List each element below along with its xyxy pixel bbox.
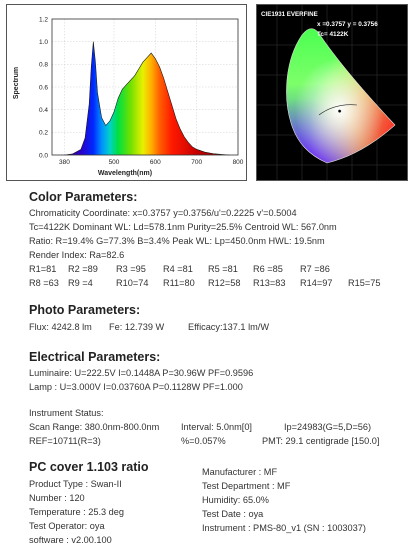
x-tick-label: 800 <box>233 159 244 166</box>
ratio-line: Ratio: R=19.4% G=77.3% B=3.4% Peak WL: L… <box>29 236 325 246</box>
temperature: Temperature : 25.3 deg <box>29 507 124 517</box>
instrument-status-title: Instrument Status: <box>29 408 104 418</box>
luminaire-line: Luminaire: U=222.5V I=0.1448A P=30.96W P… <box>29 368 254 378</box>
percent-value: %=0.057% <box>181 436 226 446</box>
instrument-model: Instrument : PMS-80_v1 (SN : 1003037) <box>202 523 366 533</box>
render-index-value: R11=80 <box>163 278 195 288</box>
software-version: software : v2.00.100 <box>29 535 112 545</box>
pc-cover-title: PC cover 1.103 ratio <box>29 460 149 474</box>
render-index-value: R8 =63 <box>29 278 59 288</box>
render-index-value: R14=97 <box>300 278 333 288</box>
flux-value: Flux: 4242.8 lm <box>29 322 92 332</box>
spectrum-line <box>64 41 230 156</box>
chromaticity-point <box>337 109 342 113</box>
y-tick-label: 0.8 <box>39 62 48 69</box>
electrical-parameters-title: Electrical Parameters: <box>29 350 161 364</box>
pmt-value: PMT: 29.1 centigrade [150.0] <box>262 436 380 446</box>
scan-range: Scan Range: 380.0nm-800.0nm <box>29 422 160 432</box>
render-index-value: R4 =81 <box>163 264 193 274</box>
cie-title: CIE1931 EVERFINE <box>261 11 318 18</box>
ref-value: REF=10711(R=3) <box>29 436 101 446</box>
render-index-value: R6 =85 <box>253 264 283 274</box>
test-department: Test Department : MF <box>202 481 291 491</box>
test-operator: Test Operator: oya <box>29 521 105 531</box>
lamp-line: Lamp : U=3.000V I=0.03760A P=0.1128W PF=… <box>29 382 243 392</box>
render-index-value: R9 =4 <box>68 278 93 288</box>
y-tick-label: 0.4 <box>39 107 48 114</box>
x-tick-label: 700 <box>191 159 202 166</box>
x-tick-label: 600 <box>150 159 161 166</box>
y-axis-label: Spectrum <box>13 67 20 99</box>
render-index-line: Render Index: Ra=82.6 <box>29 250 125 260</box>
number: Number : 120 <box>29 493 85 503</box>
render-index-value: R2 =89 <box>68 264 98 274</box>
cie-coord-annotation: x =0.3757 y = 0.3756 <box>317 21 378 28</box>
fe-value: Fe: 12.739 W <box>109 322 165 332</box>
y-tick-label: 1.0 <box>39 39 48 46</box>
planckian-locus <box>318 104 358 116</box>
y-tick-label: 0.0 <box>39 152 48 159</box>
color-parameters-title: Color Parameters: <box>29 190 138 204</box>
render-index-value: R1=81 <box>29 264 57 274</box>
ip-value: Ip=24983(G=5,D=56) <box>284 422 372 432</box>
humidity: Humidity: 65.0% <box>202 495 269 505</box>
manufacturer: Manufacturer : MF <box>202 467 278 477</box>
render-index-value: R15=75 <box>348 278 381 288</box>
tc-line: Tc=4122K Dominant WL: Ld=578.1nm Purity=… <box>29 222 337 232</box>
spectrum-chart-svg: 0.0 0.2 0.4 0.6 0.8 1.0 1.2 380 500 600 700 800 Wav… <box>7 5 246 180</box>
cie-diagram: CIE1931 EVERFINE x =0.3757 y = 0.3756 Tc… <box>256 4 408 181</box>
x-axis-label: Wavelength(nm) <box>98 170 152 177</box>
spectrum-chart: 0.0 0.2 0.4 0.6 0.8 1.0 1.2 380 500 600 700 800 Wav… <box>6 4 247 181</box>
render-index-value: R13=83 <box>253 278 286 288</box>
render-index-value: R3 =95 <box>116 264 146 274</box>
y-tick-label: 1.2 <box>39 16 48 23</box>
render-index-value: R5 =81 <box>208 264 238 274</box>
render-index-value: R10=74 <box>116 278 149 288</box>
x-tick-label: 500 <box>109 159 120 166</box>
cie-tc-annotation: Tc= 4122K <box>317 31 349 38</box>
photo-parameters-title: Photo Parameters: <box>29 303 141 317</box>
cie-diagram-svg: CIE1931 EVERFINE x =0.3757 y = 0.3756 Tc… <box>257 5 407 180</box>
render-index-value: R12=58 <box>208 278 241 288</box>
y-tick-label: 0.2 <box>39 130 48 137</box>
x-tick-label: 380 <box>59 159 70 166</box>
product-type: Product Type : Swan-II <box>29 479 122 489</box>
efficacy-value: Efficacy:137.1 lm/W <box>188 322 270 332</box>
chromaticity-line: Chromaticity Coordinate: x=0.3757 y=0.37… <box>29 208 297 218</box>
render-index-value: R7 =86 <box>300 264 330 274</box>
test-date: Test Date : oya <box>202 509 264 519</box>
y-tick-label: 0.6 <box>39 84 48 91</box>
interval: Interval: 5.0nm[0] <box>181 422 252 432</box>
